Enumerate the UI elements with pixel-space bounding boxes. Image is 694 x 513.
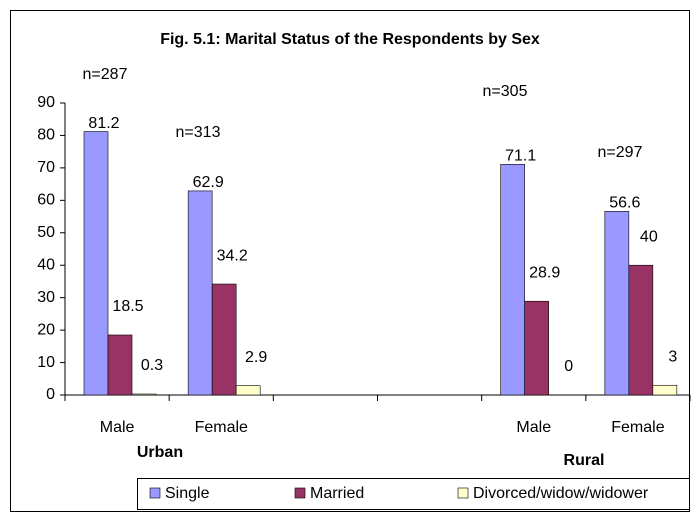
y-tick-label: 80 [37, 127, 55, 144]
chart-title: Fig. 5.1: Marital Status of the Responde… [160, 31, 540, 48]
legend-label: Married [310, 485, 364, 502]
x-tick-label: Male [516, 419, 551, 436]
annotation: n=297 [598, 144, 643, 161]
bar [211, 283, 237, 396]
legend-swatch [294, 487, 306, 499]
y-tick-label: 30 [37, 289, 55, 306]
bar [524, 300, 549, 396]
y-tick-label: 0 [46, 386, 55, 403]
y-tick-label: 50 [37, 224, 55, 241]
group-label: Urban [137, 444, 183, 461]
bar [604, 211, 630, 396]
annotation: n=313 [176, 124, 221, 141]
x-tick-label: Male [100, 419, 135, 436]
annotation: n=287 [83, 66, 128, 83]
bar [131, 393, 157, 396]
bar [652, 384, 678, 396]
data-label: 81.2 [88, 115, 119, 132]
legend-swatch [149, 487, 161, 499]
legend-label: Single [165, 485, 210, 502]
group-label: Rural [564, 452, 605, 469]
x-tick-label: Female [195, 419, 248, 436]
data-label: 28.9 [529, 264, 560, 281]
chart-border [10, 10, 690, 512]
data-label: 40 [640, 228, 658, 245]
y-tick-label: 40 [37, 256, 55, 273]
legend-swatch [457, 487, 469, 499]
bar [83, 131, 109, 396]
bar [628, 264, 654, 396]
y-tick-label: 70 [37, 159, 55, 176]
data-label: 0 [564, 358, 573, 375]
y-tick-label: 10 [37, 354, 55, 371]
bar [235, 385, 261, 396]
data-label: 71.1 [505, 148, 536, 165]
bar [187, 190, 213, 396]
legend-box [137, 478, 690, 510]
legend-label: Divorced/widow/widower [473, 485, 649, 502]
bar [107, 334, 133, 396]
data-label: 34.2 [217, 247, 248, 264]
x-tick-label: Female [611, 419, 664, 436]
data-label: 2.9 [245, 349, 267, 366]
annotation: n=305 [483, 83, 528, 100]
data-label: 18.5 [112, 298, 143, 315]
data-label: 3 [668, 348, 677, 365]
y-tick-label: 90 [37, 94, 55, 111]
data-label: 62.9 [193, 174, 224, 191]
bar [500, 164, 525, 396]
data-label: 0.3 [141, 357, 163, 374]
y-tick-label: 20 [37, 321, 55, 338]
y-tick-label: 60 [37, 192, 55, 209]
data-label: 56.6 [609, 195, 640, 212]
